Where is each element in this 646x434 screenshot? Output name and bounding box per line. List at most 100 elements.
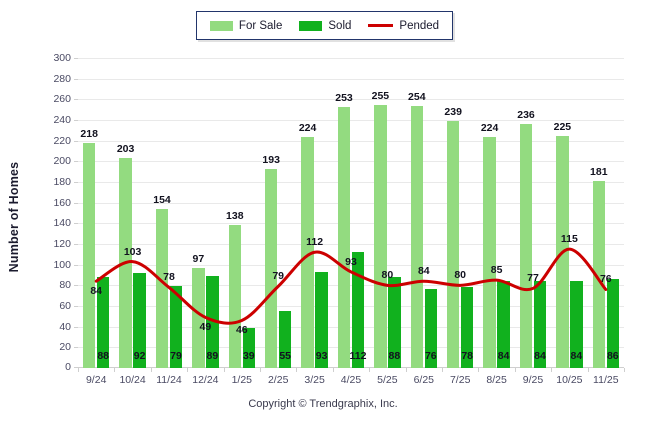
bar-label-for-sale: 181: [590, 165, 608, 178]
y-tick-mark: [74, 285, 78, 287]
bar-label-sold: 78: [461, 350, 474, 362]
x-tick-label: 9/25: [522, 374, 544, 386]
bar-sold[interactable]: [242, 327, 256, 368]
y-tick-mark: [74, 244, 78, 245]
x-axis: 9/24 10/24 11/24 12/24 1/25 2/25 3/25 4/25 5/25 6…: [78, 368, 625, 390]
x-tick-mark: [296, 368, 298, 372]
legend-swatch-sold-icon: [299, 20, 323, 31]
x-tick-mark: [187, 368, 189, 372]
bar-label-sold: 55: [279, 350, 292, 362]
y-gridline: 300: [53, 52, 624, 64]
bar-for-sale[interactable]: [337, 106, 351, 368]
y-tick-mark: [74, 140, 78, 142]
y-tick-mark: [74, 161, 78, 163]
pended-point-label: 77: [527, 272, 539, 285]
bar-label-sold: 79: [170, 350, 182, 362]
bar-for-sale[interactable]: [556, 135, 569, 368]
pended-point-label: 78: [163, 271, 175, 284]
y-tick-label: 280: [53, 72, 71, 85]
legend-label-pended: Pended: [399, 19, 440, 32]
y-gridline: 40: [59, 321, 624, 333]
bar-label-for-sale: 239: [444, 106, 462, 119]
bar-label-for-sale: 225: [553, 120, 572, 133]
bar-group: [264, 58, 292, 368]
pended-point-label: 49: [199, 321, 212, 334]
y-gridline: 20: [59, 341, 624, 353]
bar-for-sale[interactable]: [446, 121, 460, 368]
x-tick-label: 4/25: [340, 374, 362, 386]
pended-point-label: 93: [345, 255, 357, 268]
x-tick-mark: [150, 368, 152, 372]
bar-label-for-sale: 255: [371, 89, 390, 102]
legend-item-pended[interactable]: Pended: [368, 20, 439, 32]
y-tick-label: 60: [59, 300, 71, 312]
x-tick-label: 3/25: [304, 374, 325, 386]
y-tick-label: 260: [53, 93, 71, 106]
bar-label-for-sale: 154: [153, 193, 171, 206]
bar-for-sale[interactable]: [228, 225, 242, 368]
x-tick-mark: [551, 368, 553, 372]
y-tick-mark: [74, 120, 78, 121]
y-tick-label: 80: [59, 279, 71, 292]
x-tick-label: 8/25: [486, 374, 507, 386]
bar-for-sale[interactable]: [483, 136, 496, 368]
bar-group: [483, 58, 510, 368]
bar-for-sale[interactable]: [82, 142, 96, 368]
plot-area: 0 20 40 60 80 100 120 140 160 180 200 220 240 260 280 3…: [53, 52, 624, 373]
x-tick-mark: [442, 368, 443, 372]
bar-label-sold: 84: [497, 350, 510, 362]
x-tick-label: 6/25: [413, 374, 435, 386]
bar-for-sale[interactable]: [519, 124, 533, 368]
y-tick-label: 160: [53, 196, 71, 209]
y-gridline: 180: [53, 176, 624, 188]
y-tick-label: 100: [53, 258, 71, 271]
bar-for-sale[interactable]: [410, 105, 424, 368]
bar-for-sale[interactable]: [119, 158, 132, 368]
chart-legend: For Sale Sold Pended: [196, 11, 453, 40]
x-tick-mark: [260, 368, 261, 372]
pended-point-label: 79: [272, 270, 285, 283]
y-tick-mark: [74, 223, 78, 225]
y-tick-mark: [74, 347, 78, 349]
legend-item-for-sale[interactable]: For Sale: [209, 20, 282, 32]
bar-label-sold: 84: [534, 350, 546, 362]
bar-for-sale[interactable]: [192, 267, 205, 368]
y-gridline: 160: [53, 197, 624, 209]
y-tick-mark: [74, 326, 78, 328]
bar-for-sale[interactable]: [264, 168, 278, 368]
bar-for-sale[interactable]: [374, 104, 387, 368]
bar-sold[interactable]: [606, 279, 620, 368]
bar-label-sold: 92: [133, 350, 146, 362]
bar-for-sale[interactable]: [301, 136, 314, 368]
y-gridline: 200: [53, 155, 624, 167]
pended-point-label: 46: [235, 324, 248, 337]
y-tick-label: 200: [53, 155, 71, 168]
legend-item-sold[interactable]: Sold: [299, 20, 351, 32]
bar-group: [374, 58, 401, 368]
bar-label-for-sale: 97: [192, 252, 205, 265]
x-tick-mark: [78, 368, 79, 372]
x-tick-mark: [478, 368, 480, 372]
bar-label-sold: 93: [315, 350, 328, 362]
bar-for-sale[interactable]: [155, 208, 169, 368]
x-tick-mark: [514, 368, 516, 372]
y-tick-mark: [74, 182, 78, 183]
y-gridline: 220: [53, 135, 624, 147]
x-tick-label: 2/25: [267, 374, 289, 386]
x-tick-label: 11/25: [593, 374, 619, 386]
bar-group: [301, 58, 328, 368]
pended-point-label: 85: [490, 264, 503, 277]
y-tick-label: 240: [53, 114, 71, 126]
y-tick-mark: [74, 78, 78, 80]
x-tick-label: 7/25: [449, 374, 471, 386]
pended-point-label: 84: [90, 285, 103, 298]
bar-label-sold: 112: [349, 350, 367, 362]
bar-label-sold: 86: [606, 350, 619, 362]
bar-group: [410, 58, 438, 368]
x-tick-label: 5/25: [377, 374, 398, 386]
x-tick-mark: [332, 368, 334, 372]
x-tick-mark: [405, 368, 407, 372]
x-tick-mark: [114, 368, 116, 372]
x-tick-mark: [369, 368, 371, 372]
bar-sold[interactable]: [278, 311, 292, 368]
